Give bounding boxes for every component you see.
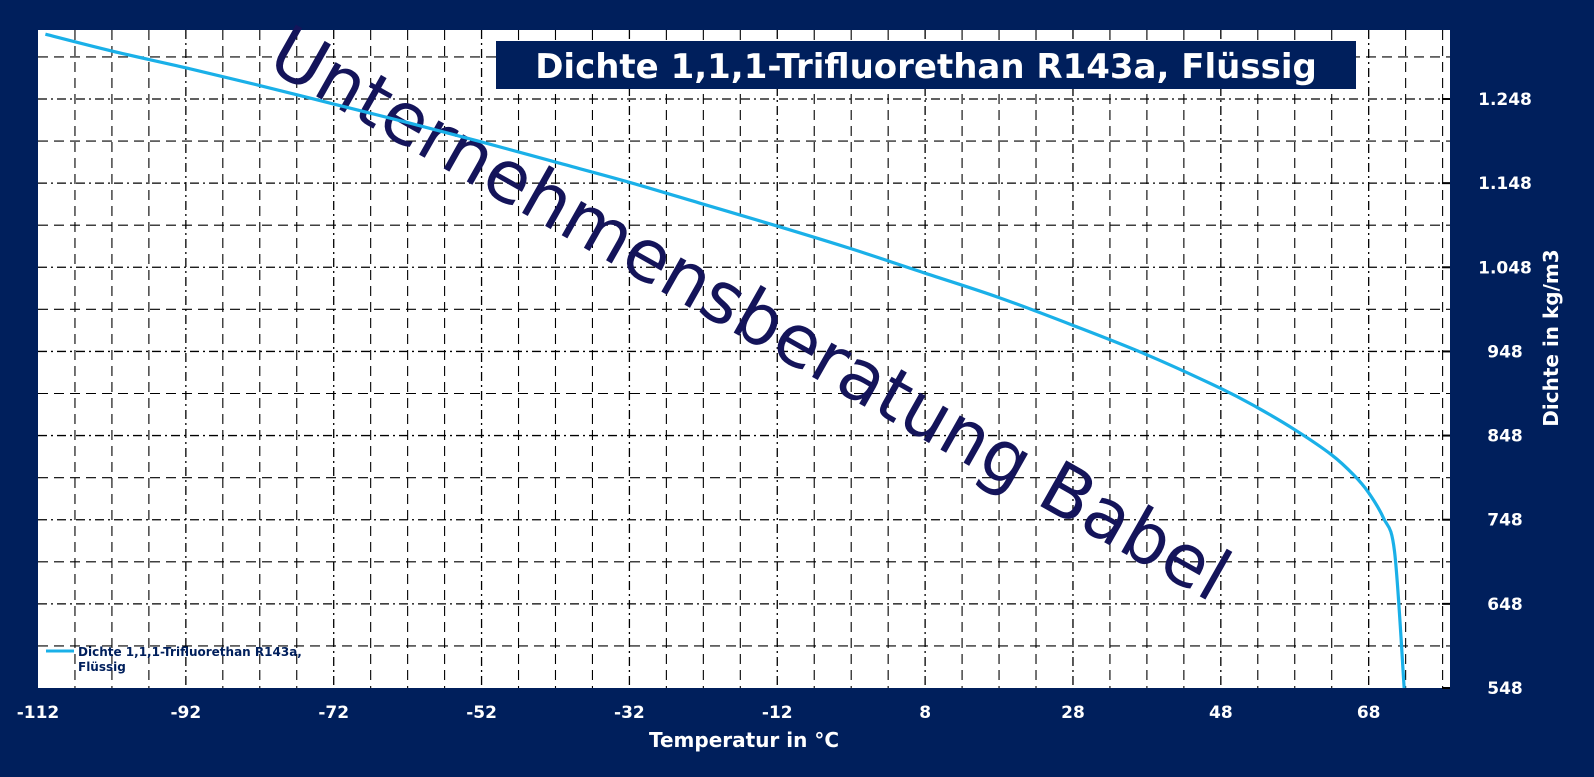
chart-title: Dichte 1,1,1-Trifluorethan R143a, Flüssi… — [535, 47, 1317, 87]
y-tick-label: 1.148 — [1478, 174, 1532, 194]
legend-label-line1: Dichte 1,1,1-Trifluorethan R143a, — [78, 645, 302, 659]
series-layer — [45, 32, 1406, 689]
x-tick-label: 8 — [919, 703, 931, 723]
x-tick-label: -72 — [318, 703, 349, 723]
tick-layer: -112 -92 -72 -52 -32 -12 8 28 48 68 548 648 748 848 94… — [17, 90, 1532, 723]
x-tick-label: -52 — [466, 703, 497, 723]
grid-layer — [38, 30, 1450, 689]
series-line — [45, 32, 1406, 689]
y-tick-label: 1.248 — [1478, 90, 1532, 110]
y-tick-label: 748 — [1487, 511, 1523, 531]
y-axis-title: Dichte in kg/m3 — [1539, 249, 1563, 426]
x-tick-label: 28 — [1061, 703, 1085, 723]
title-background — [496, 41, 1356, 89]
x-axis-title: Temperatur in °C — [649, 728, 839, 752]
x-tick-label: 48 — [1209, 703, 1233, 723]
y-tick-label: 1.048 — [1478, 258, 1532, 278]
x-tick-label: -32 — [614, 703, 645, 723]
x-tick-label: -12 — [762, 703, 793, 723]
y-tick-label: 648 — [1487, 595, 1523, 615]
x-tick-label: -92 — [170, 703, 201, 723]
y-tick-label: 548 — [1487, 679, 1523, 699]
chart-title-box: Dichte 1,1,1-Trifluorethan R143a, Flüssi… — [496, 41, 1356, 89]
legend: Dichte 1,1,1-Trifluorethan R143a, Flüssi… — [46, 645, 302, 674]
y-tick-label: 948 — [1487, 342, 1523, 362]
plot-area — [38, 30, 1450, 688]
x-tick-label: 68 — [1357, 703, 1381, 723]
x-tick-label: -112 — [17, 703, 60, 723]
legend-label-line2: Flüssig — [78, 660, 126, 674]
y-tick-label: 848 — [1487, 427, 1523, 447]
